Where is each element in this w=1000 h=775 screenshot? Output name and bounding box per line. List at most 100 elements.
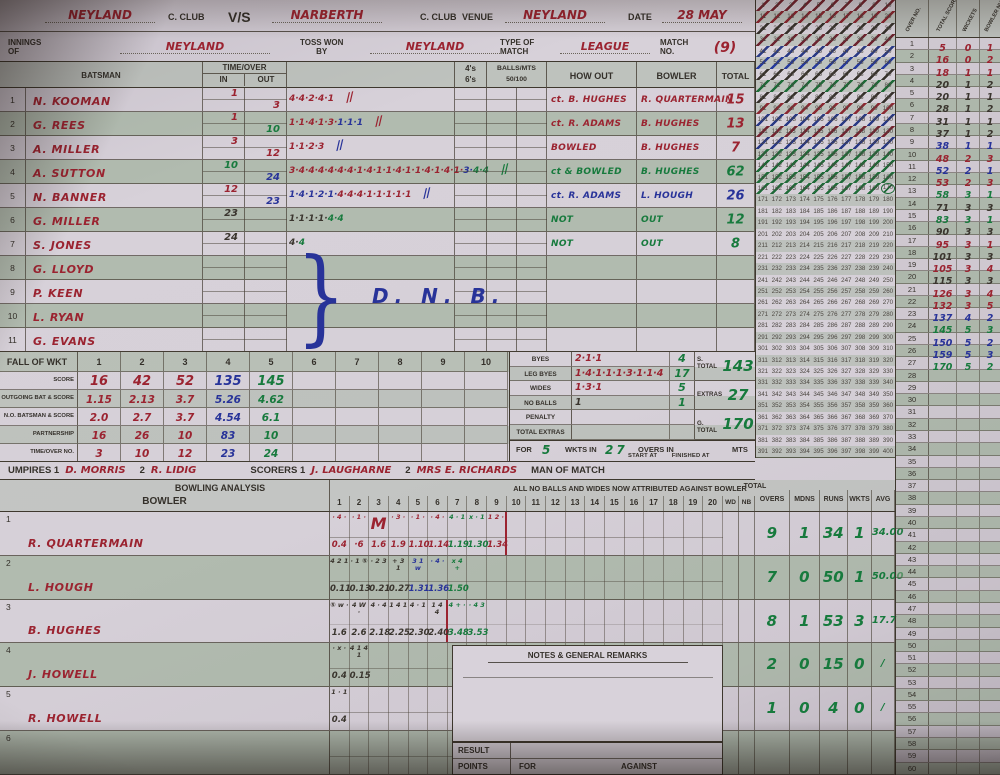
bowling-over-number: 3 xyxy=(369,496,389,512)
balls-cell xyxy=(487,136,517,160)
tally-number: 345 xyxy=(813,390,824,398)
over-number-cell: 35 xyxy=(896,455,929,467)
wickets-cell xyxy=(957,369,980,381)
tally-number: 184 xyxy=(799,207,810,215)
bowling-over-cell: + 3 1 0.27 xyxy=(388,555,410,599)
tally-number: 88 xyxy=(853,91,868,103)
total-score-cell xyxy=(929,492,957,504)
tally-number: 188 xyxy=(855,207,866,215)
wickets-cell xyxy=(957,652,980,664)
wickets-cell xyxy=(957,602,980,615)
wd-nb-labels: WD NB xyxy=(723,496,755,512)
tally-number: 222 xyxy=(771,253,782,261)
tally-number: 187 xyxy=(841,207,852,215)
tally-row: 1 2 3 4 5 6 7 8 9 10 xyxy=(756,0,895,12)
batsman-number-cell: 5 xyxy=(0,184,26,208)
time-out-cell xyxy=(245,304,287,328)
tally-number: 239 xyxy=(868,265,880,273)
bowling-over-cell xyxy=(369,643,389,687)
bowling-over-cell xyxy=(624,555,645,599)
total-score-cell xyxy=(929,627,957,639)
over-cumulative-score: 2.30 xyxy=(408,627,430,638)
wickets-cell: 1 xyxy=(957,111,980,128)
wickets-cell: 3 xyxy=(957,295,980,312)
fow-cell: 3 xyxy=(78,444,121,462)
over-number-cell: 36 xyxy=(896,467,929,480)
umpire2-number: 2 xyxy=(139,465,145,476)
tally-row: 41 42 43 44 45 46 47 48 49 50 xyxy=(756,45,895,58)
bowler-number-cell: 1 xyxy=(980,235,1000,251)
fours-sixes-cell xyxy=(455,88,487,112)
how-out-value: BOWLED xyxy=(551,142,597,153)
over-number-cell: 57 xyxy=(896,725,929,738)
mts-cell xyxy=(517,136,547,160)
bowler-number-cell: 2 xyxy=(980,357,1000,373)
wickets-cell xyxy=(957,664,980,676)
tally-number: 392 xyxy=(771,448,782,456)
time-in-cell xyxy=(203,280,245,304)
bowler-number-cell: 1 xyxy=(980,38,1000,54)
fow-value: 10 xyxy=(177,430,193,442)
over-cumulative-score: 0.13 xyxy=(349,583,371,594)
over-log-row: 11 52 2 1 xyxy=(896,160,1000,177)
fours-sixes-cell xyxy=(455,328,487,352)
tally-number: 49 xyxy=(867,45,882,58)
wickets-total-cell: 1 xyxy=(848,555,872,599)
wickets-cell: 1 xyxy=(957,99,980,115)
total-wd-nb-label: TOTAL xyxy=(743,483,767,490)
tally-number: 15 xyxy=(811,11,826,23)
total-score-cell xyxy=(929,664,957,676)
tally-number: 174 xyxy=(799,196,810,204)
tally-number: 256 xyxy=(827,287,838,295)
tally-number: 397 xyxy=(841,448,852,456)
tally-number: 106 xyxy=(825,114,840,126)
tally-number: 299 xyxy=(868,333,880,341)
batsman-number-cell: 10 xyxy=(0,304,26,328)
tally-number: 124 xyxy=(797,137,812,149)
extras-label: WIDES xyxy=(510,381,572,396)
time-out-cell: 24 xyxy=(245,160,287,184)
bowler-number-cell: 2 xyxy=(980,333,1000,349)
mts-cell xyxy=(517,88,547,112)
tally-number: 316 xyxy=(827,356,838,364)
maidens-total-cell: 0 xyxy=(790,555,820,599)
bowler-credit-cell xyxy=(637,256,717,280)
vs-label: V/S xyxy=(228,9,251,25)
bowling-over-cell xyxy=(349,687,370,730)
over-log-header-cell: BOWLER NUMBER xyxy=(980,0,1000,37)
time-in-value: 23 xyxy=(224,208,238,219)
wd-label: WD xyxy=(723,496,739,512)
wickets-cell: 5 xyxy=(957,357,980,373)
total-score-cell xyxy=(929,750,957,762)
over-number-cell: 23 xyxy=(896,308,929,320)
extras-total-value: 27 xyxy=(727,386,749,405)
tally-number: 169 xyxy=(867,183,882,195)
over-log-row: 6 28 1 2 xyxy=(896,99,1000,115)
bowling-over-cell: 1 2 · 1.34 xyxy=(487,512,508,555)
tally-number: 311 xyxy=(758,356,768,364)
tally-row: 221 222 223 224 225 226 227 228 229 230 xyxy=(756,252,895,263)
wickets-cell xyxy=(957,443,980,455)
tally-number: 163 xyxy=(783,183,798,195)
tally-number: 155 xyxy=(811,171,826,183)
over-ball-marks: 4 · 1 xyxy=(449,513,466,521)
match-header-row: NEYLAND C. CLUB V/S NARBERTH C. CLUB VEN… xyxy=(0,0,755,32)
tally-number: 27 xyxy=(839,22,854,35)
wickets-cell: 1 xyxy=(957,62,980,79)
time-out-value: 3 xyxy=(273,100,280,111)
over-log-row: 50 xyxy=(896,639,1000,653)
bowling-over-cell: 4 1 4 1 0.15 xyxy=(349,643,371,687)
bowler-row-number: 4 xyxy=(6,645,11,656)
tally-number: 14 xyxy=(797,11,812,23)
fow-cell xyxy=(422,390,465,408)
total-score-cell: 83 xyxy=(929,209,957,226)
over-log-row: 40 xyxy=(896,516,1000,530)
wickets-cell xyxy=(957,701,980,713)
over-ball-marks: 3 1 w xyxy=(412,556,424,572)
fow-wkt-number-label: 1 xyxy=(96,357,102,367)
tally-number: 302 xyxy=(771,345,782,353)
fow-wkt-number-label: 5 xyxy=(268,357,274,367)
wickets-cell xyxy=(957,492,980,504)
tally-number: 74 xyxy=(797,80,812,92)
bowler-number-cell xyxy=(980,578,1000,589)
